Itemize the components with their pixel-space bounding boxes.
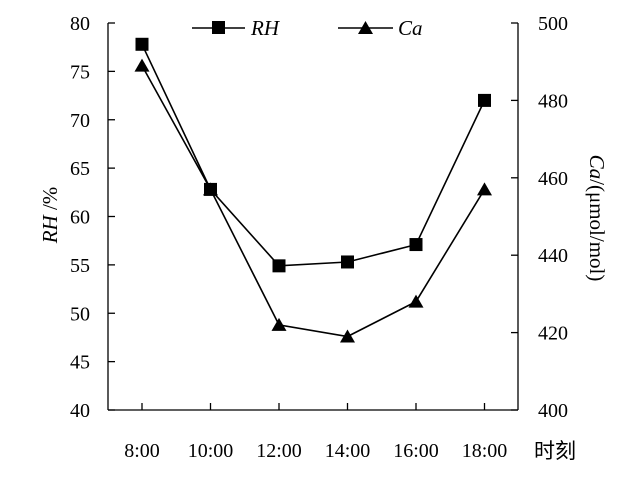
y-left-tick-label: 65	[70, 158, 90, 180]
axes: 40 45 50 55 60 65 70 75 80 400 420 440 460 480 500 8:00…	[70, 13, 568, 462]
y-right-tick-label: 400	[538, 400, 568, 422]
y-right-tick-label: 500	[538, 13, 568, 35]
legend-label-ca: Ca	[398, 16, 423, 40]
y-right-axis-label: Ca/(μmol/mol)	[585, 155, 609, 282]
data-point-rh	[272, 259, 286, 273]
y-left-axis-label-var: RH	[38, 213, 62, 244]
data-point-ca	[408, 294, 424, 308]
data-point-ca	[477, 182, 492, 196]
x-tick-label: 10:00	[188, 440, 234, 462]
y-right-axis-label-var: Ca	[585, 155, 609, 180]
y-right-tick-label: 460	[538, 168, 568, 190]
x-tick-label: 16:00	[393, 440, 439, 462]
data-point-rh	[409, 238, 423, 252]
x-tick-label: 14:00	[325, 440, 371, 462]
y-left-tick-label: 70	[70, 110, 90, 132]
series-line-ca	[141, 65, 486, 338]
data-point-ca	[134, 58, 150, 72]
x-tick-label: 18:00	[462, 440, 508, 462]
series-markers	[134, 37, 492, 343]
data-point-ca	[271, 317, 287, 331]
y-left-tick-label: 80	[70, 13, 90, 35]
series-line-rh	[141, 43, 486, 267]
x-tick-label: 8:00	[124, 440, 160, 462]
y-left-tick-label: 45	[70, 352, 90, 374]
y-right-tick-label: 480	[538, 90, 568, 112]
data-point-ca	[340, 329, 355, 343]
legend-label-rh: RH	[250, 16, 281, 40]
y-right-axis-label-unit: /(μmol/mol)	[585, 179, 609, 281]
y-left-tick-label: 75	[70, 61, 90, 83]
x-tick-label: 12:00	[256, 440, 302, 462]
data-point-rh	[478, 93, 491, 107]
y-left-axis-label-unit: /%	[38, 187, 62, 216]
series-lines	[141, 43, 486, 338]
y-right-tick-label: 440	[538, 245, 568, 267]
y-left-tick-label: 40	[70, 400, 90, 422]
legend: RH Ca	[192, 16, 423, 40]
y-left-tick-label: 50	[70, 303, 90, 325]
legend-marker-ca	[358, 21, 373, 34]
y-left-axis-label: RH /%	[38, 187, 62, 245]
y-left-tick-label: 60	[70, 207, 90, 229]
data-point-ca	[203, 182, 218, 196]
x-axis-label: 时刻	[534, 439, 576, 463]
y-right-tick-label: 420	[538, 323, 568, 345]
y-left-tick-label: 55	[70, 255, 90, 277]
legend-marker-rh	[212, 21, 225, 34]
data-point-rh	[341, 255, 354, 269]
data-point-rh	[135, 37, 149, 51]
